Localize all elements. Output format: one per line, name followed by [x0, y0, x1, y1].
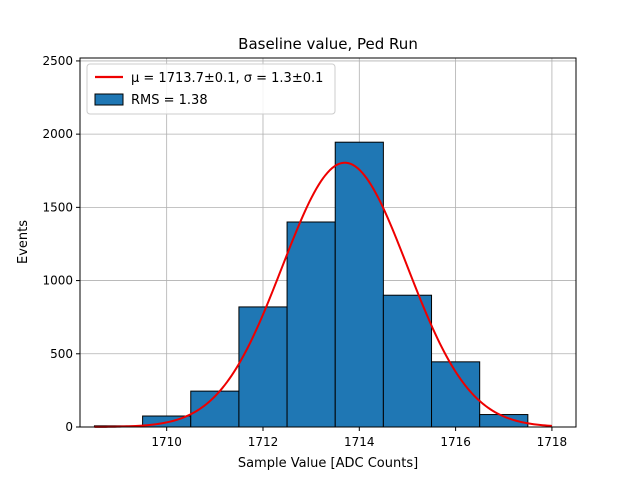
y-tick-label: 1000 — [42, 274, 73, 288]
plot-frame — [79, 57, 577, 428]
x-axis-ticks: 1710 1712 1714 1716 1718 — [151, 427, 567, 449]
legend-histogram-swatch — [94, 93, 124, 106]
x-tick-label: 1714 — [344, 435, 375, 449]
x-tick-label: 1710 — [151, 435, 182, 449]
histogram-bar — [286, 221, 336, 428]
x-axis-label: Sample Value [ADC Counts] — [238, 456, 418, 471]
y-tick-label: 500 — [50, 347, 73, 361]
histogram-bar — [334, 141, 384, 428]
x-tick-label: 1718 — [537, 435, 568, 449]
y-axis-label: Events — [16, 220, 31, 264]
x-tick-label: 1712 — [248, 435, 279, 449]
chart-title: Baseline value, Ped Run — [238, 35, 418, 53]
legend-fit-label: μ = 1713.7±0.1, σ = 1.3±0.1 — [131, 71, 323, 86]
legend: μ = 1713.7±0.1, σ = 1.3±0.1 RMS = 1.38 — [86, 63, 336, 115]
y-axis-ticks: 0 500 1000 1500 2000 2500 — [42, 54, 80, 434]
legend-box — [86, 63, 336, 115]
y-tick-label: 2500 — [42, 54, 73, 68]
y-tick-label: 2000 — [42, 127, 73, 141]
y-tick-label: 0 — [65, 420, 73, 434]
legend-histogram-label: RMS = 1.38 — [131, 93, 208, 108]
fit-curve — [94, 161, 552, 428]
histogram-bars — [93, 141, 529, 428]
y-tick-label: 1500 — [42, 200, 73, 214]
histogram-bar — [382, 294, 433, 428]
histogram-bar — [238, 306, 288, 428]
x-tick-label: 1716 — [440, 435, 471, 449]
